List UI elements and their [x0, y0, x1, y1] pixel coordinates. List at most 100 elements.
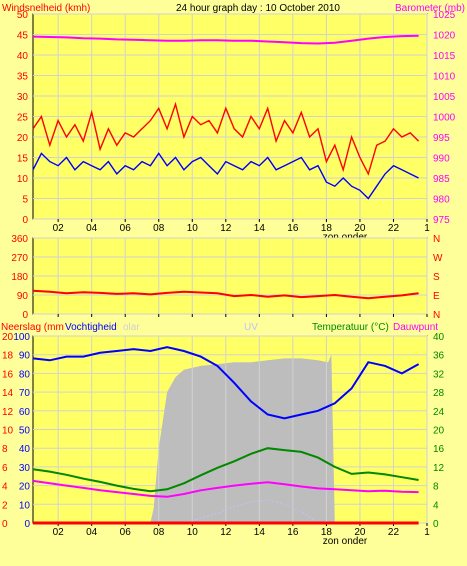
temperature-line — [32, 447, 419, 493]
humidity-tick-label: 90 — [19, 351, 31, 362]
x-tick-label: 14 — [254, 527, 266, 538]
rain-tick-label: 6 — [2, 463, 8, 474]
solar-label: olar — [123, 322, 140, 333]
rain-tick-label: 10 — [2, 426, 14, 437]
temp-tick-label: 20 — [433, 426, 445, 437]
x-tick-label: 1 — [424, 223, 430, 234]
rain-tick-label: 2 — [2, 500, 8, 511]
temp-tick-label: 0 — [433, 519, 439, 530]
rain-tick-label: 12 — [2, 407, 14, 418]
compass-label: E — [433, 291, 440, 302]
x-tick-label: 04 — [86, 223, 98, 234]
humidity-label: Vochtigheid — [65, 322, 117, 333]
humidity-tick-label: 80 — [19, 369, 31, 380]
sunset-annotation: zon onder — [323, 536, 368, 547]
y2-tick-label: 1015 — [433, 51, 456, 62]
x-tick-label: 22 — [388, 527, 400, 538]
y2-tick-label: 1025 — [433, 10, 456, 21]
y2-tick-label: 1010 — [433, 72, 456, 83]
humidity-tick-label: 50 — [19, 426, 31, 437]
x-tick-label: 18 — [321, 223, 333, 234]
x-tick-label: 06 — [120, 527, 132, 538]
humidity-line — [32, 346, 420, 420]
rain-tick-label: 20 — [2, 332, 14, 343]
y-tick-label: 45 — [17, 31, 29, 42]
x-tick-label: 04 — [86, 527, 98, 538]
temperature-label: Temperatuur (°C) — [312, 322, 389, 333]
wind-panel: 0510152025303540455097598098599099510001… — [17, 10, 456, 243]
y-tick-label: 5 — [22, 195, 28, 206]
x-tick-label: 20 — [354, 527, 366, 538]
direction-panel: 0 N 90 E 180 S 270 W 360 N — [11, 234, 443, 321]
y-tick-label: 30 — [17, 92, 29, 103]
y-tick-label: 25 — [17, 113, 29, 124]
center-title: 24 hour graph day : 10 October 2010 — [176, 3, 340, 14]
temp-tick-label: 36 — [433, 351, 445, 362]
y2-tick-label: 980 — [433, 195, 450, 206]
y2-tick-label: 975 — [433, 215, 450, 226]
temp-tick-label: 12 — [433, 463, 445, 474]
temp-tick-label: 28 — [433, 388, 445, 399]
x-tick-label: 1 — [424, 527, 430, 538]
x-tick-label: 18 — [321, 527, 333, 538]
temp-tick-label: 32 — [433, 369, 445, 380]
y2-tick-label: 1020 — [433, 31, 456, 42]
y-tick-label: 10 — [17, 174, 29, 185]
uv-line — [183, 499, 319, 524]
y-tick-label: 270 — [11, 253, 28, 264]
compass-label: N — [433, 310, 440, 321]
compass-label: W — [433, 253, 443, 264]
y-tick-label: 360 — [11, 234, 28, 245]
x-tick-label: 14 — [254, 223, 266, 234]
humidity-tick-label: 10 — [19, 500, 31, 511]
right-title: Barometer (mb) — [395, 3, 465, 14]
rain-tick-label: 18 — [2, 351, 14, 362]
x-tick-label: 16 — [287, 527, 299, 538]
dewpoint-label: Dauwpunt — [393, 322, 438, 333]
rain-tick-label: 8 — [2, 444, 8, 455]
humidity-tick-label: 40 — [19, 444, 31, 455]
uv-label: UV — [244, 322, 258, 333]
compass-label: S — [433, 272, 440, 283]
direction-line — [32, 289, 419, 300]
x-tick-label: 08 — [153, 527, 165, 538]
humidity-tick-label: 30 — [19, 463, 31, 474]
x-tick-label: 02 — [53, 223, 65, 234]
x-tick-label: 20 — [354, 223, 366, 234]
y-tick-label: 20 — [17, 133, 29, 144]
x-tick-label: 08 — [153, 223, 165, 234]
humidity-tick-label: 60 — [19, 407, 31, 418]
dewpoint-line — [32, 479, 419, 498]
x-tick-label: 12 — [220, 223, 232, 234]
temp-tick-label: 16 — [433, 444, 445, 455]
temp-tick-label: 8 — [433, 482, 439, 493]
x-tick-label: 10 — [187, 527, 199, 538]
rain-tick-label: 4 — [2, 482, 8, 493]
humidity-tick-label: 100 — [13, 332, 30, 343]
y-tick-label: 0 — [22, 310, 28, 321]
gust-line — [32, 101, 420, 176]
rain-label: Neerslag (mm — [1, 322, 64, 333]
x-tick-label: 10 — [187, 223, 199, 234]
pressure-line — [32, 34, 419, 45]
y2-tick-label: 985 — [433, 174, 450, 185]
y2-tick-label: 990 — [433, 154, 450, 165]
temp-tick-label: 24 — [433, 407, 445, 418]
y2-tick-label: 1000 — [433, 113, 456, 124]
humidity-tick-label: 70 — [19, 388, 31, 399]
left-title: Windsnelheid (kmh) — [2, 3, 90, 14]
y-tick-label: 40 — [17, 51, 29, 62]
y-tick-label: 90 — [17, 291, 29, 302]
x-tick-label: 22 — [388, 223, 400, 234]
wind-line — [32, 152, 419, 200]
temp-tick-label: 4 — [433, 500, 439, 511]
rain-tick-label: 0 — [2, 519, 8, 530]
rain-tick-label: 14 — [2, 388, 14, 399]
rain-tick-label: 16 — [2, 369, 14, 380]
y-tick-label: 50 — [17, 10, 29, 21]
compass-label: N — [433, 234, 440, 245]
humidity-tick-label: 0 — [24, 519, 30, 530]
y2-tick-label: 1005 — [433, 92, 456, 103]
